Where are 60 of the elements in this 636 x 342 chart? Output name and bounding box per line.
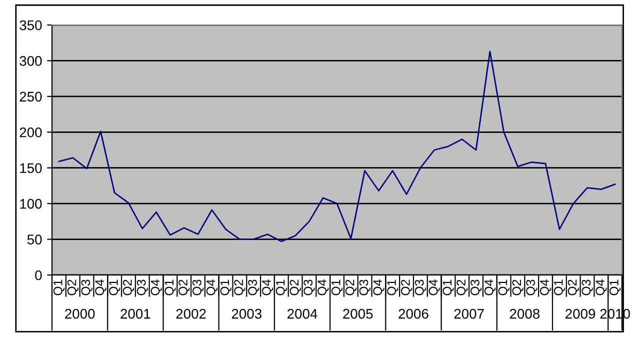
- y-tick-label: 0: [35, 270, 42, 280]
- x-tick-label: Q2: [234, 280, 246, 296]
- line-series: [58, 50, 616, 242]
- x-tick-label: Q2: [290, 280, 301, 296]
- text: 2007: [454, 308, 484, 319]
- text: 2008: [510, 308, 540, 319]
- text: 2009: [566, 308, 596, 319]
- x-tick-label: Q2: [568, 280, 579, 296]
- x-tick-label: Q2: [456, 280, 468, 296]
- x-tick-label: Q3: [470, 280, 482, 296]
- y-tick-label: 350: [20, 20, 42, 30]
- x-tick-label: Q1: [164, 280, 176, 296]
- x-tick-label: Q1: [610, 280, 621, 296]
- y-tick-label: 250: [20, 92, 42, 102]
- x-tick-label: Q3: [582, 280, 593, 296]
- x-tick-label: Q4: [206, 280, 218, 296]
- text: 2005: [343, 308, 373, 319]
- x-tick-label: Q4: [484, 280, 496, 296]
- x-tick-label: Q1: [332, 280, 343, 296]
- x-tick-label: Q4: [262, 280, 274, 296]
- x-tick-label: Q4: [596, 280, 607, 296]
- x-tick-label: Q1: [498, 280, 510, 296]
- x-tick-label: Q3: [304, 280, 315, 296]
- x-tick-label: Q3: [359, 280, 370, 296]
- x-tick-label: Q4: [95, 280, 106, 296]
- x-tick-label: Q3: [414, 280, 426, 296]
- x-tick-label: Q1: [387, 280, 398, 296]
- x-tick-label: Q1: [53, 280, 65, 296]
- x-tick-label: Q1: [554, 280, 566, 296]
- x-tick-label: Q3: [192, 280, 204, 296]
- text: 2003: [232, 308, 262, 319]
- x-tick-label: Q1: [109, 280, 120, 296]
- x-tick-label: Q2: [178, 280, 190, 296]
- x-tick-label: Q2: [67, 280, 78, 296]
- y-tick-label: 300: [20, 56, 42, 66]
- x-tick-label: Q2: [122, 280, 134, 296]
- x-tick-label: Q4: [150, 280, 162, 296]
- x-tick-label: Q1: [220, 280, 232, 296]
- x-tick-label: Q4: [318, 280, 329, 296]
- y-tick-label: 100: [20, 198, 42, 209]
- x-tick-label: Q3: [81, 280, 92, 296]
- x-tick-label: Q2: [401, 280, 412, 296]
- x-tick-label: Q4: [373, 280, 384, 296]
- x-tick-label: Q3: [526, 280, 538, 296]
- x-tick-label: Q1: [442, 280, 454, 296]
- y-tick-label: 50: [27, 234, 42, 244]
- x-tick-label: Q3: [248, 280, 260, 296]
- text: 2006: [398, 308, 428, 319]
- x-tick-label: Q3: [136, 280, 148, 296]
- y-tick-label: 150: [20, 163, 42, 174]
- x-tick-label: Q1: [276, 280, 287, 296]
- x-tick-label: Q2: [512, 280, 524, 296]
- x-tick-label: Q2: [345, 280, 356, 296]
- text: 2001: [120, 308, 150, 319]
- y-tick-label: 200: [20, 127, 42, 138]
- text: 2004: [287, 308, 318, 319]
- text: 2002: [176, 308, 206, 319]
- text: 2000: [65, 308, 95, 319]
- x-tick-label: Q4: [428, 280, 440, 296]
- x-tick-label: Q4: [540, 280, 552, 296]
